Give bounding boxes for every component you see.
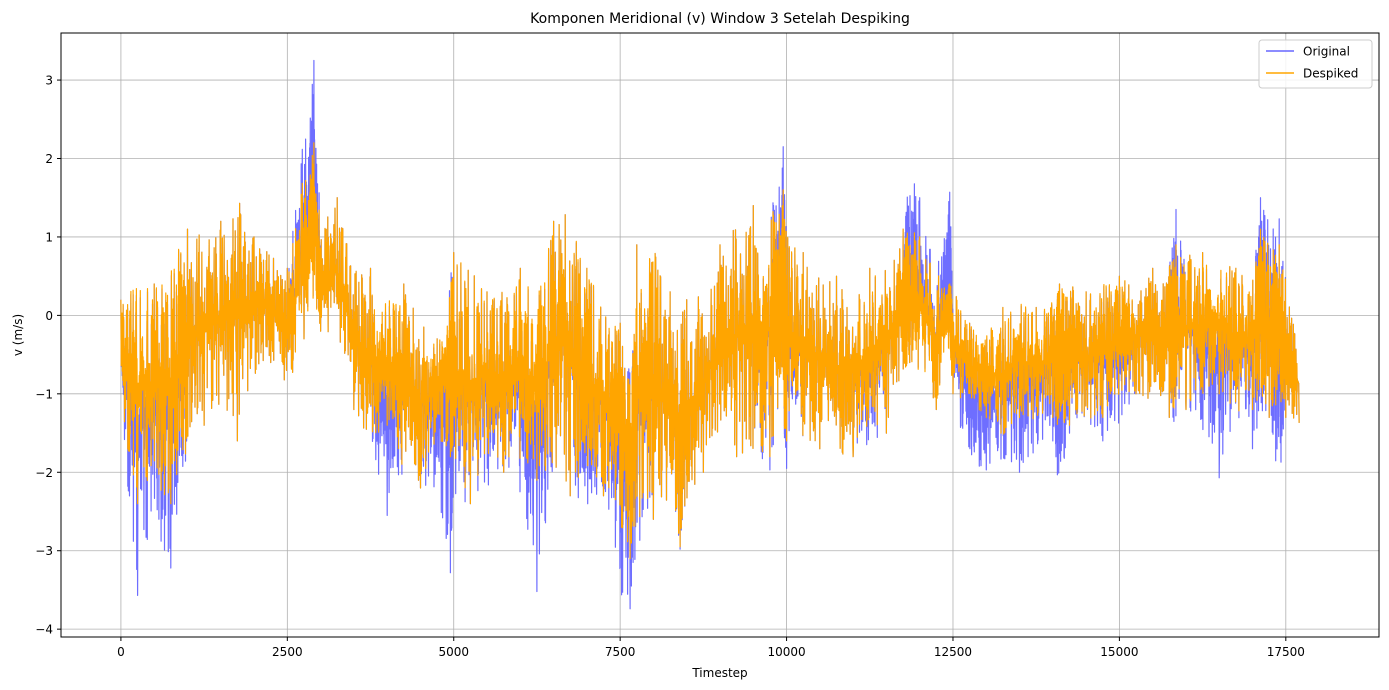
- x-tick-label-1: 2500: [272, 645, 303, 659]
- y-tick-label-1: −3: [35, 544, 53, 558]
- y-axis: −4 −3 −2 −1 0 1 2 3: [35, 74, 61, 637]
- y-tick-label-7: 3: [45, 74, 53, 88]
- x-axis-label: Timestep: [691, 666, 747, 680]
- x-tick-label-5: 12500: [934, 645, 972, 659]
- y-tick-label-2: −2: [35, 466, 53, 480]
- x-axis: 0 2500 5000 7500 10000 12500 15000 17500: [117, 637, 1305, 659]
- y-tick-label-4: 0: [45, 309, 53, 323]
- grid: [61, 33, 1379, 637]
- x-tick-label-7: 17500: [1267, 645, 1305, 659]
- legend-box: [1258, 39, 1373, 89]
- x-tick-label-3: 7500: [605, 645, 636, 659]
- plot-frame: [60, 32, 1380, 638]
- y-tick-label-3: −1: [35, 387, 53, 401]
- x-tick-label-6: 15000: [1100, 645, 1138, 659]
- chart-title: Komponen Meridional (v) Window 3 Setelah…: [530, 11, 910, 27]
- legend-label-original: Original: [1303, 45, 1350, 59]
- y-tick-label-5: 1: [45, 230, 53, 244]
- x-tick-label-0: 0: [117, 645, 125, 659]
- y-tick-label-0: −4: [35, 623, 53, 637]
- legend-label-despiked: Despiked: [1303, 67, 1358, 81]
- y-tick-label-6: 2: [45, 152, 53, 166]
- legend: Original Despiked: [1258, 39, 1373, 89]
- x-tick-label-2: 5000: [438, 645, 469, 659]
- series-layer: [120, 59, 1300, 610]
- x-tick-label-4: 10000: [767, 645, 805, 659]
- y-axis-label: v (m/s): [11, 314, 25, 356]
- series-line-despiked: [120, 142, 1300, 560]
